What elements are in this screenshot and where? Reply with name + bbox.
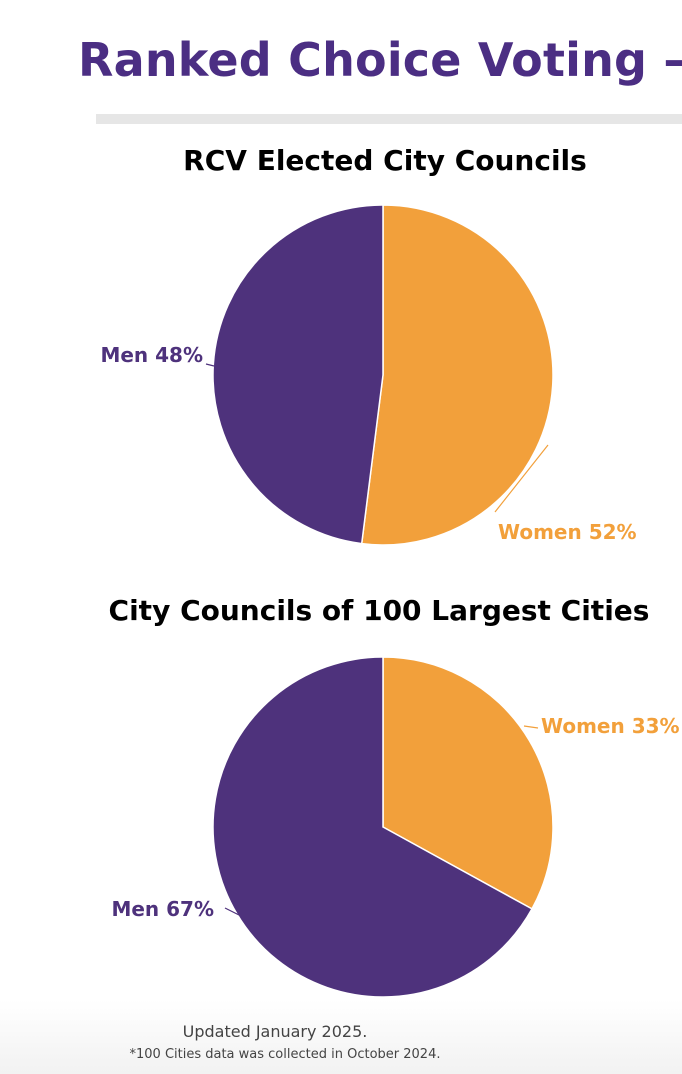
- leader-line: [523, 725, 539, 729]
- pie-chart-100-cities: Women 33% Men 67%: [111, 656, 680, 998]
- slice-label-men: Men 48%: [100, 343, 203, 367]
- chart-1-title: RCV Elected City Councils: [183, 144, 587, 177]
- title-divider: [96, 114, 682, 124]
- leader-line: [494, 444, 549, 513]
- footer-band: [0, 1000, 682, 1074]
- pie-slice-women: [382, 656, 554, 910]
- slice-label-women: Women 52%: [498, 520, 637, 544]
- chart-2-title: City Councils of 100 Largest Cities: [108, 594, 650, 627]
- pie-slice-men: [212, 204, 384, 545]
- pie-slice-women: [360, 204, 554, 546]
- leader-line: [205, 363, 215, 367]
- data-collection-note: *100 Cities data was collected in Octobe…: [129, 1047, 441, 1062]
- updated-note: Updated January 2025.: [182, 1022, 368, 1041]
- page-title: Ranked Choice Voting –: [78, 33, 682, 87]
- slice-label-men: Men 67%: [111, 897, 214, 921]
- pie-chart-rcv: Women 52% Men 48%: [100, 204, 637, 546]
- leader-line: [224, 907, 242, 917]
- slice-label-women: Women 33%: [541, 714, 680, 738]
